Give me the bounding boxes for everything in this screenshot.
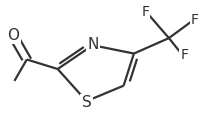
Text: N: N (87, 37, 98, 52)
Text: S: S (82, 95, 91, 110)
Text: O: O (7, 28, 19, 43)
Text: F: F (141, 5, 149, 19)
Text: F: F (180, 48, 188, 62)
Text: F: F (191, 13, 199, 27)
